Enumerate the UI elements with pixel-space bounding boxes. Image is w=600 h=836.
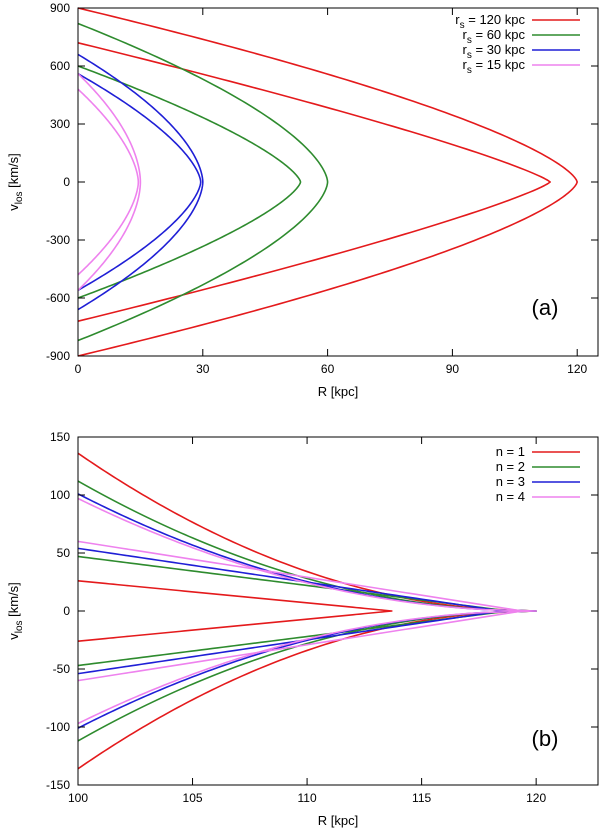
- x-tick-label: 0: [75, 362, 82, 376]
- x-tick-label: 105: [183, 791, 203, 805]
- legend-entry-sub: s: [467, 50, 472, 61]
- y-tick-label: 600: [50, 59, 70, 73]
- series-line-4-outer: [77, 73, 142, 291]
- x-axis-label: R [kpc]: [318, 813, 358, 828]
- series-line-1-outer: [77, 7, 579, 357]
- series-line-1-outer: [77, 452, 537, 770]
- legend-entry-name: r: [455, 12, 460, 27]
- series-line-2-inner: [77, 555, 510, 667]
- legend-entry-sub: s: [467, 65, 472, 76]
- series-line-3-outer: [77, 53, 204, 311]
- y-axis-label-unit: [km/s]: [6, 582, 21, 620]
- y-tick-label: -100: [46, 720, 70, 734]
- legend-entry-name: n = 4: [496, 489, 525, 504]
- panel-label: (a): [532, 295, 559, 320]
- y-axis-label-unit: [km/s]: [6, 153, 21, 191]
- legend-entry-name: n = 3: [496, 474, 525, 489]
- y-axis-label: vlos [km/s]: [6, 153, 25, 211]
- series-line-3-inner: [77, 547, 503, 675]
- y-axis-label-main: v: [6, 633, 21, 640]
- y-tick-label: 900: [50, 1, 70, 15]
- y-tick-label: -50: [53, 662, 71, 676]
- y-axis-label-main: v: [6, 204, 21, 211]
- legend-entry-label: rs = 120 kpc: [455, 12, 525, 31]
- legend-entry-name: n = 2: [496, 459, 525, 474]
- series-line-4-outer: [77, 497, 537, 725]
- x-tick-label: 110: [298, 791, 317, 805]
- legend-entry-suffix: = 120 kpc: [465, 12, 526, 27]
- y-tick-label: 0: [63, 175, 70, 189]
- legend-entry-label: n = 1: [496, 444, 525, 459]
- series-line-4-inner: [77, 88, 140, 276]
- x-tick-label: 120: [567, 362, 587, 376]
- legend: n = 1n = 2n = 3n = 4: [496, 444, 580, 504]
- y-axis-label: vlos [km/s]: [6, 582, 25, 640]
- y-axis-label-sub: los: [14, 191, 25, 204]
- y-tick-label: -150: [46, 778, 70, 792]
- legend-entry-sub: s: [467, 35, 472, 46]
- series-group: [77, 452, 537, 770]
- series-line-1-inner: [77, 42, 551, 322]
- legend-entry-name: r: [463, 57, 468, 72]
- y-tick-label: -900: [46, 349, 70, 363]
- y-tick-label: 150: [50, 430, 70, 444]
- y-tick-label: 50: [57, 546, 71, 560]
- legend-entry-sub: s: [460, 20, 465, 31]
- panel-label: (b): [532, 726, 559, 751]
- series-line-2-outer: [77, 22, 329, 342]
- legend-entry-name: n = 1: [496, 444, 525, 459]
- legend-entry-label: n = 4: [496, 489, 525, 504]
- x-axis-label: R [kpc]: [318, 384, 358, 399]
- y-tick-label: 100: [50, 488, 70, 502]
- legend-entry-suffix: = 15 kpc: [472, 57, 526, 72]
- legend-entry-suffix: = 60 kpc: [472, 27, 526, 42]
- series-group: [77, 7, 579, 357]
- legend-entry-suffix: = 30 kpc: [472, 42, 526, 57]
- legend-entry-label: rs = 15 kpc: [463, 57, 526, 76]
- y-axis-label-sub: los: [14, 620, 25, 633]
- legend-entry-label: n = 2: [496, 459, 525, 474]
- y-tick-label: -600: [46, 291, 70, 305]
- y-tick-label: -300: [46, 233, 70, 247]
- series-line-4-inner: [77, 540, 524, 682]
- x-tick-label: 90: [446, 362, 460, 376]
- x-tick-label: 115: [412, 791, 431, 805]
- legend-entry-name: r: [463, 27, 468, 42]
- y-tick-label: 300: [50, 117, 70, 131]
- series-line-3-inner: [77, 73, 202, 291]
- legend-entry-name: r: [463, 42, 468, 57]
- chart-panel-a: 0 30 60 90 120 -900 -600 -300 0 300 600 900 R [kpc] v…: [6, 1, 599, 399]
- series-line-2-inner: [77, 65, 302, 299]
- x-tick-label: 30: [196, 362, 210, 376]
- x-tick-label: 60: [321, 362, 335, 376]
- legend-entry-label: rs = 60 kpc: [463, 27, 526, 46]
- chart-panel-b: 100 105 110 115 120 -150 -100 -50 0 50 100 150 R [kp…: [6, 430, 599, 828]
- y-tick-label: 0: [63, 604, 70, 618]
- series-line-2-outer: [77, 480, 537, 742]
- legend-entry-label: n = 3: [496, 474, 525, 489]
- x-tick-label: 100: [68, 791, 88, 805]
- legend-entry-label: rs = 30 kpc: [463, 42, 526, 61]
- series-line-1-inner: [77, 580, 393, 642]
- x-tick-label: 120: [526, 791, 546, 805]
